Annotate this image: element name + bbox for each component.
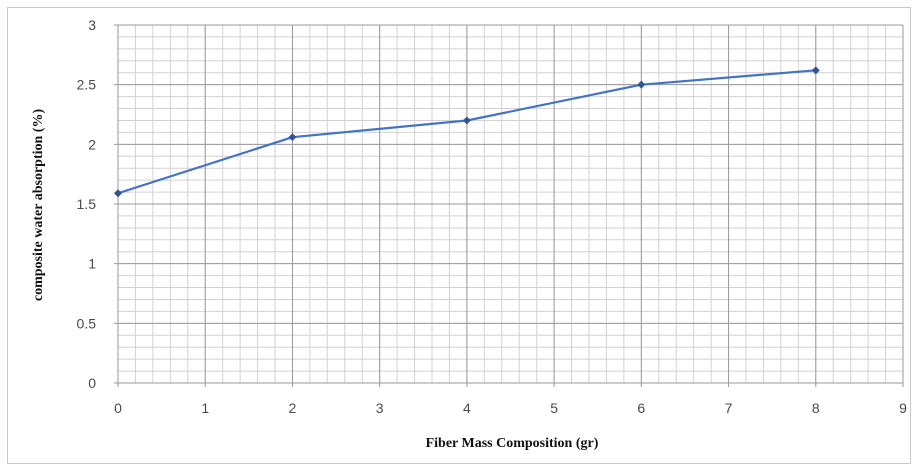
x-tick-label: 3 [376, 400, 384, 416]
y-tick-label: 1.5 [77, 196, 97, 212]
x-tick-label: 5 [550, 400, 558, 416]
x-axis-title: Fiber Mass Composition (gr) [426, 436, 599, 451]
y-tick-label: 2 [88, 136, 96, 152]
data-point-marker [288, 133, 297, 142]
x-tick-label: 7 [725, 400, 733, 416]
y-tick-label: 0 [88, 375, 96, 391]
x-tick-label: 0 [114, 400, 122, 416]
chart-frame [7, 7, 911, 464]
y-tick-label: 3 [88, 17, 96, 33]
x-tick-label: 1 [201, 400, 209, 416]
x-tick-label: 6 [637, 400, 645, 416]
data-point-marker [637, 80, 646, 89]
x-tick-label: 9 [899, 400, 907, 416]
data-point-marker [462, 116, 471, 125]
y-axis-ticks: 0 0.5 1 1.5 2 2.5 3 [77, 17, 97, 391]
series-layer [114, 66, 820, 198]
data-point-marker [114, 189, 122, 198]
major-grid [114, 24, 904, 387]
y-axis-title: composite water absorption (%) [31, 109, 46, 302]
x-tick-label: 8 [812, 400, 820, 416]
y-tick-label: 1 [88, 256, 96, 272]
x-axis-ticks: 0 1 2 3 4 5 6 7 8 9 [114, 400, 907, 416]
y-tick-label: 2.5 [77, 77, 97, 93]
x-tick-label: 4 [463, 400, 471, 416]
data-point-marker [811, 66, 820, 75]
y-tick-label: 0.5 [77, 315, 97, 331]
x-tick-label: 2 [289, 400, 297, 416]
